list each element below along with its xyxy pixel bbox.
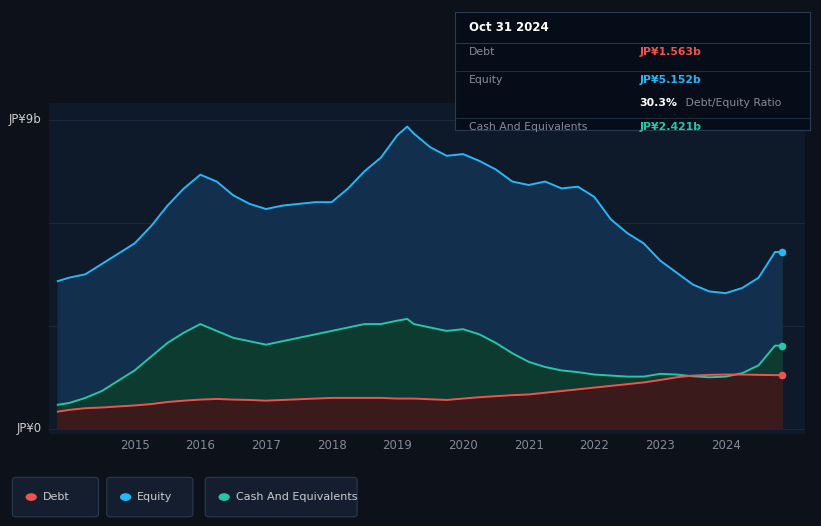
Text: JP¥9b: JP¥9b: [9, 113, 42, 126]
Text: 30.3%: 30.3%: [640, 98, 677, 108]
Text: Oct 31 2024: Oct 31 2024: [469, 22, 549, 34]
Text: JP¥0: JP¥0: [16, 422, 42, 436]
Text: Debt: Debt: [43, 492, 70, 502]
Text: JP¥5.152b: JP¥5.152b: [640, 75, 701, 85]
Text: Cash And Equivalents: Cash And Equivalents: [236, 492, 357, 502]
Text: Equity: Equity: [137, 492, 172, 502]
Text: Debt/Equity Ratio: Debt/Equity Ratio: [682, 98, 782, 108]
Text: Debt: Debt: [469, 47, 496, 57]
Text: JP¥1.563b: JP¥1.563b: [640, 47, 701, 57]
Text: JP¥2.421b: JP¥2.421b: [640, 122, 702, 132]
Text: Equity: Equity: [469, 75, 503, 85]
Text: Cash And Equivalents: Cash And Equivalents: [469, 122, 588, 132]
